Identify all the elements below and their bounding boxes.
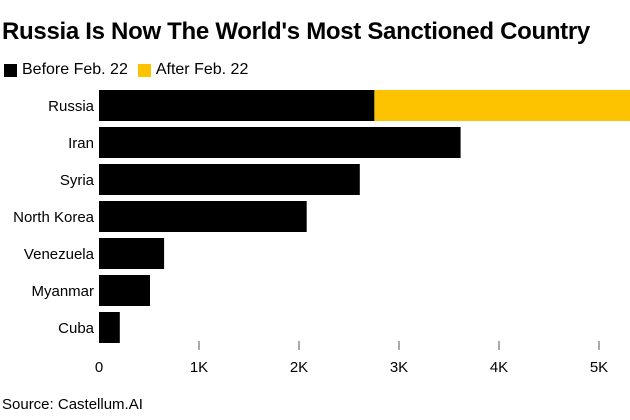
category-label-north-korea: North Korea: [13, 209, 95, 226]
legend: Before Feb. 22 After Feb. 22: [4, 61, 258, 79]
category-label-iran: Iran: [68, 135, 94, 152]
bar-cuba-before-feb-22: [99, 312, 120, 343]
bar-russia-after-feb-22: [374, 90, 630, 121]
bar-north-korea-before-feb-22: [99, 201, 307, 232]
legend-swatch-before: [4, 63, 17, 77]
category-label-syria: Syria: [60, 172, 95, 189]
bar-venezuela-before-feb-22: [99, 238, 165, 269]
bar-syria-before-feb-22: [99, 164, 360, 195]
chart-title: Russia Is Now The World's Most Sanctione…: [2, 18, 590, 45]
legend-item-after: After Feb. 22: [137, 61, 249, 79]
x-tick-label-5k: 5K: [590, 359, 608, 376]
x-tick-label-0: 0: [95, 359, 103, 376]
legend-swatch-after: [137, 63, 151, 77]
legend-item-before: Before Feb. 22: [4, 61, 128, 79]
source-note: Source: Castellum.AI: [2, 396, 143, 413]
legend-label-before: Before Feb. 22: [22, 61, 128, 78]
category-label-cuba: Cuba: [58, 320, 95, 337]
bar-myanmar-before-feb-22: [99, 275, 150, 306]
x-tick-label-4k: 4K: [490, 359, 508, 376]
legend-label-after: After Feb. 22: [155, 61, 249, 78]
category-label-myanmar: Myanmar: [31, 283, 94, 300]
x-tick-label-3k: 3K: [390, 359, 408, 376]
category-label-russia: Russia: [48, 98, 95, 115]
bar-russia-before-feb-22: [99, 90, 375, 121]
x-tick-label-2k: 2K: [290, 359, 308, 376]
x-tick-label-1k: 1K: [190, 359, 208, 376]
bar-iran-before-feb-22: [99, 127, 461, 158]
category-label-venezuela: Venezuela: [24, 246, 95, 263]
